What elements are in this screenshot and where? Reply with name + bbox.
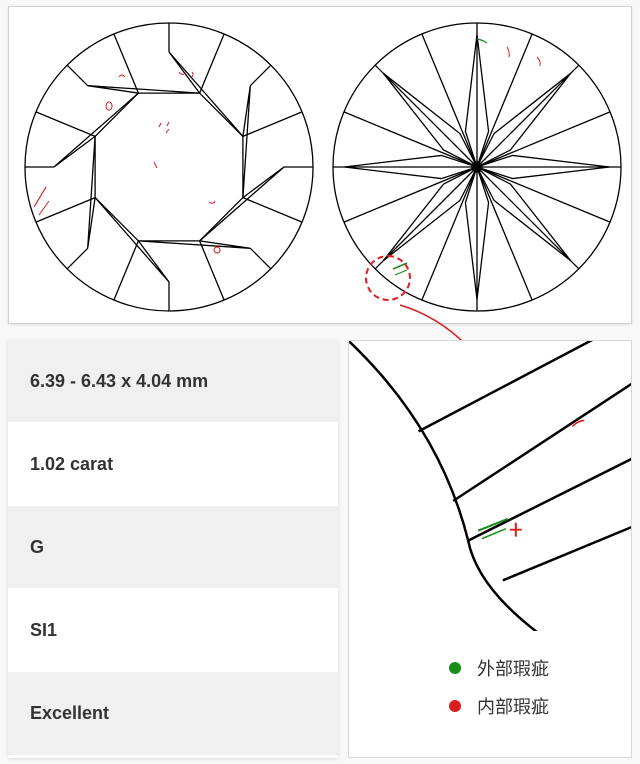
diamond-diagrams-panel bbox=[8, 6, 632, 324]
legend-dot-external bbox=[449, 662, 461, 674]
spec-row-weight: 1.02 carat bbox=[8, 423, 338, 506]
callout-dashed-circle bbox=[365, 255, 411, 301]
legend-label-external: 外部瑕疵 bbox=[477, 655, 549, 681]
specs-panel: 6.39 - 6.43 x 4.04 mm 1.02 carat G SI1 E… bbox=[8, 340, 338, 758]
legend-external: 外部瑕疵 bbox=[449, 655, 549, 681]
legend-label-internal: 内部瑕疵 bbox=[477, 693, 549, 719]
spec-row-color: G bbox=[8, 506, 338, 589]
spec-color: G bbox=[30, 537, 44, 558]
spec-row-dimensions: 6.39 - 6.43 x 4.04 mm bbox=[8, 340, 338, 423]
zoom-detail-svg bbox=[349, 341, 631, 631]
spec-dimensions: 6.39 - 6.43 x 4.04 mm bbox=[30, 371, 208, 392]
zoom-panel: 外部瑕疵 内部瑕疵 bbox=[348, 340, 632, 758]
spec-row-clarity: SI1 bbox=[8, 589, 338, 672]
spec-row-cut: Excellent bbox=[8, 672, 338, 755]
spec-weight: 1.02 carat bbox=[30, 454, 113, 475]
legend-internal: 内部瑕疵 bbox=[449, 693, 549, 719]
legend-dot-internal bbox=[449, 700, 461, 712]
spec-clarity: SI1 bbox=[30, 620, 57, 641]
diamond-facet-svg bbox=[9, 7, 633, 325]
flaw-legend: 外部瑕疵 内部瑕疵 bbox=[449, 655, 549, 731]
spec-cut: Excellent bbox=[30, 703, 109, 724]
